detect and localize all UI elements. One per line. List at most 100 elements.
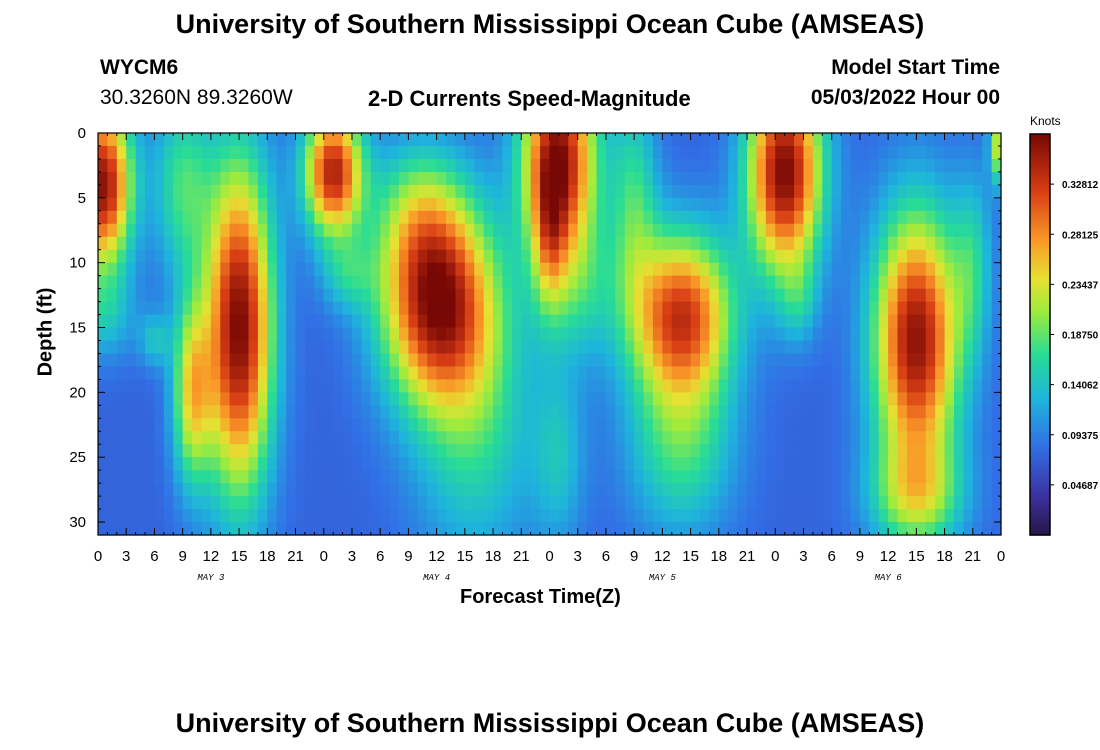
heatmap-cell (634, 496, 645, 510)
heatmap-cell (549, 262, 560, 277)
heatmap-cell (850, 470, 861, 484)
heatmap-cell (888, 133, 899, 147)
heatmap-cell (577, 197, 588, 212)
heatmap-cell (182, 379, 193, 393)
heatmap-cell (991, 509, 1002, 523)
heatmap-cell (869, 340, 880, 355)
heatmap-cell (634, 301, 645, 316)
heatmap-cell (605, 405, 616, 419)
heatmap-cell (342, 158, 353, 173)
heatmap-cell (239, 340, 250, 355)
heatmap-cell (530, 223, 541, 238)
heatmap-cell (963, 418, 974, 432)
heatmap-cell (427, 158, 438, 173)
heatmap-cell (671, 496, 682, 510)
heatmap-cell (878, 223, 889, 238)
heatmap-cell (944, 133, 955, 147)
heatmap-cell (953, 275, 964, 290)
heatmap-cell (116, 392, 127, 406)
heatmap-cell (464, 171, 475, 186)
heatmap-cell (728, 184, 739, 199)
heatmap-cell (380, 353, 391, 368)
heatmap-cell (540, 470, 551, 484)
heatmap-cell (361, 483, 372, 497)
heatmap-cell (652, 210, 663, 225)
heatmap-cell (408, 210, 419, 225)
heatmap-cell (408, 314, 419, 329)
heatmap-cell (370, 366, 381, 380)
heatmap-cell (615, 301, 626, 316)
heatmap-cell (173, 457, 184, 471)
colorbar-swatch (1030, 458, 1050, 463)
heatmap-cell (662, 275, 673, 290)
heatmap-cell (643, 236, 654, 251)
heatmap-cell (201, 366, 212, 380)
heatmap-cell (624, 470, 635, 484)
heatmap-cell (521, 483, 532, 497)
heatmap-cell (925, 236, 936, 251)
heatmap-cell (314, 418, 325, 432)
heatmap-cell (812, 340, 823, 355)
heatmap-cell (822, 470, 833, 484)
heatmap-cell (841, 457, 852, 471)
heatmap-cell (511, 431, 522, 445)
heatmap-cell (944, 405, 955, 419)
heatmap-cell (991, 301, 1002, 316)
colorbar-swatch (1030, 347, 1050, 352)
heatmap-cell (784, 470, 795, 484)
heatmap-cell (925, 249, 936, 264)
heatmap-cell (605, 184, 616, 199)
heatmap-cell (568, 314, 579, 329)
heatmap-cell (972, 145, 983, 160)
heatmap-cell (671, 210, 682, 225)
heatmap-cell (182, 457, 193, 471)
heatmap-cell (163, 366, 174, 380)
heatmap-cell (436, 418, 447, 432)
heatmap-cell (304, 171, 315, 186)
heatmap-cell (587, 262, 598, 277)
y-tick-label: 5 (78, 190, 86, 207)
heatmap-cell (192, 392, 203, 406)
heatmap-cell (126, 145, 137, 160)
heatmap-cell (427, 223, 438, 238)
heatmap-cell (878, 158, 889, 173)
heatmap-cell (257, 314, 268, 329)
heatmap-cell (210, 184, 221, 199)
colorbar-swatch (1030, 267, 1050, 272)
heatmap-cell (549, 301, 560, 316)
heatmap-cell (897, 379, 908, 393)
heatmap-cell (239, 353, 250, 368)
heatmap-cell (690, 509, 701, 523)
heatmap-cell (173, 236, 184, 251)
heatmap-cell (982, 483, 993, 497)
heatmap-cell (540, 288, 551, 303)
heatmap-cell (709, 418, 720, 432)
heatmap-cell (389, 366, 400, 380)
heatmap-cell (182, 133, 193, 147)
heatmap-cell (417, 470, 428, 484)
heatmap-cell (615, 262, 626, 277)
heatmap-cell (831, 405, 842, 419)
heatmap-cell (568, 418, 579, 432)
heatmap-cell (728, 418, 739, 432)
colorbar-swatch (1030, 498, 1050, 503)
heatmap-cell (361, 340, 372, 355)
colorbar-swatch (1030, 257, 1050, 262)
heatmap-cell (878, 379, 889, 393)
heatmap-cell (765, 405, 776, 419)
heatmap-cell (521, 184, 532, 199)
heatmap-cell (173, 418, 184, 432)
colorbar-swatch (1030, 357, 1050, 362)
heatmap-cell (351, 483, 362, 497)
heatmap-cell (154, 184, 165, 199)
heatmap-cell (267, 366, 278, 380)
heatmap-cell (333, 197, 344, 212)
heatmap-cell (474, 470, 485, 484)
heatmap-cell (652, 133, 663, 147)
heatmap-cell (163, 249, 174, 264)
heatmap-cell (953, 353, 964, 368)
heatmap-cell (709, 444, 720, 458)
heatmap-cell (464, 496, 475, 510)
heatmap-cell (831, 522, 842, 536)
heatmap-cell (605, 431, 616, 445)
